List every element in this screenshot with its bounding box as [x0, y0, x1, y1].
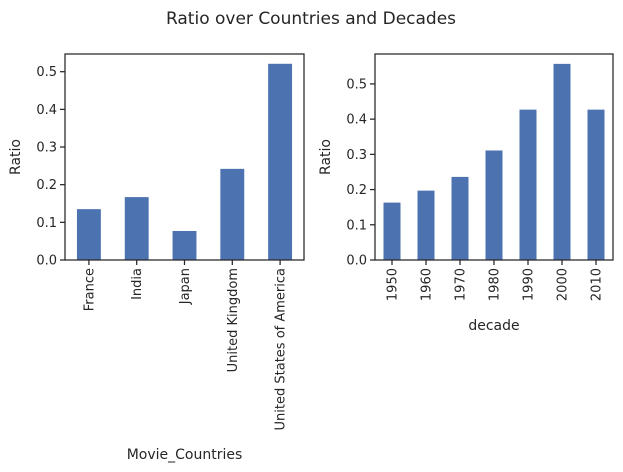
decades-xtick-label-5: 2000 [556, 268, 571, 301]
decades-xtick-label-0: 1950 [386, 268, 401, 301]
countries-ytick-label-2: 0.2 [36, 178, 57, 193]
figure-title: Ratio over Countries and Decades [166, 9, 456, 29]
countries-ytick-label-0: 0.0 [36, 254, 57, 269]
decades-bar-5 [553, 63, 571, 260]
decades-bar-1 [417, 190, 435, 260]
countries-xtick-label-3: United Kingdom [226, 268, 241, 372]
decades-xtick-label-2: 1970 [454, 268, 469, 301]
countries-xtick-label-4: United States of America [274, 268, 289, 430]
decades-ytick-label-1: 0.1 [346, 218, 367, 233]
decades-bar-4 [519, 109, 537, 260]
countries-xtick-label-2: Japan [178, 268, 193, 305]
countries-bar-1 [124, 197, 149, 260]
decades-xtick-label-6: 2010 [590, 268, 605, 301]
decades-bar-2 [451, 176, 469, 260]
countries-ytick-label-4: 0.4 [36, 103, 57, 118]
decades-ytick-label-4: 0.4 [346, 113, 367, 128]
decades-xlabel: decade [468, 318, 519, 334]
countries-bar-2 [172, 231, 197, 260]
decades-xtick-label-3: 1980 [488, 268, 503, 301]
countries-xlabel: Movie_Countries [127, 447, 243, 463]
subplot-countries: 0.0 0.1 0.2 0.3 0.4 0.5 France India Japan United… [8, 53, 305, 463]
decades-xtick-label-1: 1960 [420, 268, 435, 301]
countries-xtick-label-0: France [82, 268, 97, 311]
countries-xtick-label-1: India [130, 268, 145, 300]
countries-ylabel: Ratio [8, 139, 24, 175]
countries-bar-3 [220, 168, 245, 260]
decades-bar-6 [587, 109, 605, 260]
countries-bar-4 [268, 63, 293, 260]
countries-bar-0 [76, 209, 101, 260]
decades-ytick-label-5: 0.5 [346, 77, 367, 92]
decades-xtick-label-4: 1990 [522, 268, 537, 301]
countries-ytick-label-5: 0.5 [36, 65, 57, 80]
countries-ytick-label-1: 0.1 [36, 216, 57, 231]
decades-bar-0 [383, 202, 401, 260]
decades-ytick-label-3: 0.3 [346, 148, 367, 163]
decades-ytick-label-0: 0.0 [346, 254, 367, 269]
countries-ytick-label-3: 0.3 [36, 141, 57, 156]
subplot-decades: 0.0 0.1 0.2 0.3 0.4 0.5 1950 1960 1970 1980 1990 20… [318, 53, 614, 334]
decades-bar-3 [485, 150, 503, 260]
decades-ylabel: Ratio [318, 139, 334, 175]
decades-ytick-label-2: 0.2 [346, 183, 367, 198]
